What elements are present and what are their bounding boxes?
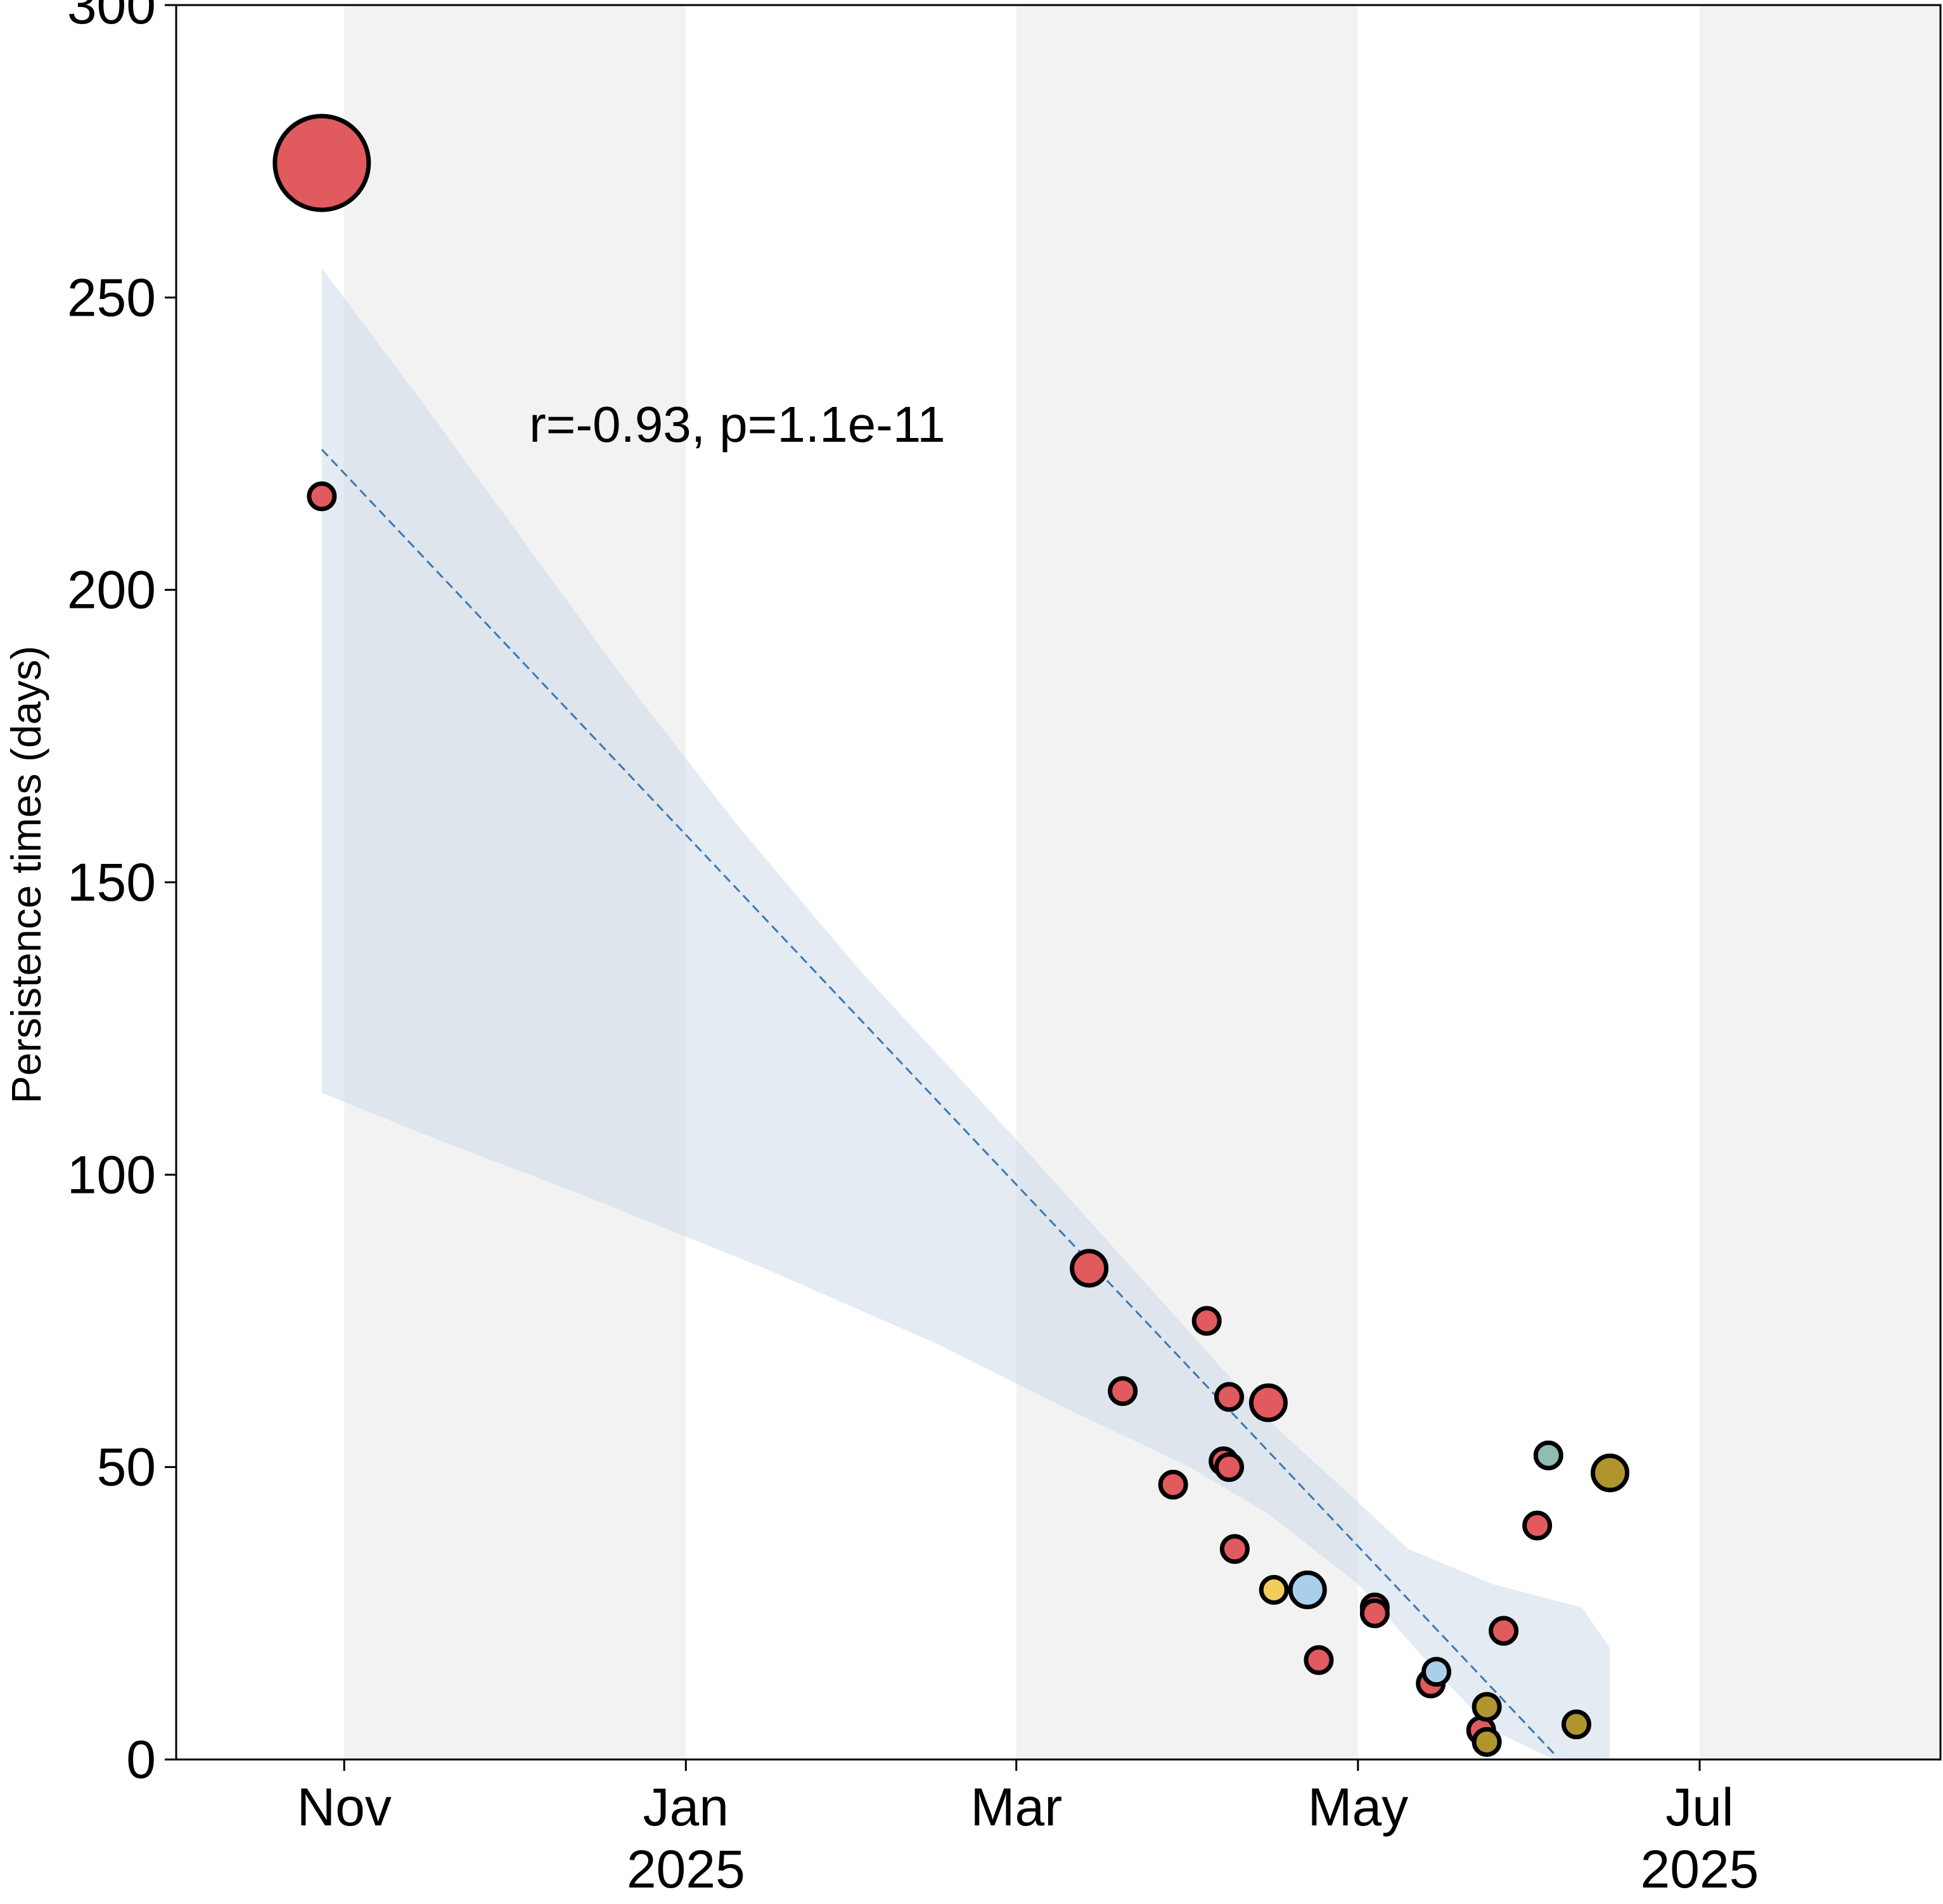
- data-point: [1561, 1709, 1592, 1740]
- annotation-text: r=-0.93, p=1.1e-11: [529, 396, 946, 453]
- x-tick-label: Mar: [970, 1777, 1062, 1837]
- data-point: [1214, 1382, 1245, 1412]
- x-tick-label: Jul: [1665, 1777, 1733, 1837]
- data-point: [1421, 1657, 1452, 1687]
- confidence-band-group: [321, 268, 1610, 1760]
- y-tick-label: 50: [97, 1438, 156, 1497]
- data-point: [1472, 1692, 1502, 1722]
- data-point: [1248, 1383, 1288, 1422]
- data-point: [1359, 1598, 1390, 1628]
- data-point: [1214, 1452, 1245, 1483]
- data-point: [1158, 1469, 1188, 1500]
- data-point: [1533, 1440, 1563, 1470]
- confidence-band: [321, 268, 1610, 1760]
- data-point: [307, 481, 337, 511]
- x-tick-year-label: 2025: [627, 1839, 745, 1899]
- x-tick-label: Nov: [297, 1777, 391, 1837]
- data-point: [1489, 1616, 1519, 1646]
- month-band: [1699, 5, 1940, 1759]
- x-tick-year-label: 2025: [1641, 1839, 1759, 1899]
- data-point: [1070, 1249, 1109, 1288]
- y-tick-label: 0: [126, 1730, 156, 1789]
- data-point: [1472, 1727, 1502, 1757]
- y-tick-label: 250: [67, 267, 156, 327]
- fit-line: [321, 449, 1555, 1754]
- data-point: [1304, 1645, 1334, 1675]
- data-point: [1288, 1570, 1327, 1609]
- data-point: [1108, 1376, 1138, 1406]
- month-bands: [344, 5, 1940, 1759]
- y-tick-label: 100: [67, 1145, 156, 1204]
- x-tick-label: May: [1307, 1777, 1408, 1837]
- x-tick-label: Jan: [643, 1777, 729, 1837]
- y-tick-label: 300: [67, 0, 156, 35]
- data-point: [1522, 1510, 1553, 1541]
- data-point: [273, 113, 371, 212]
- data-point: [1191, 1306, 1222, 1336]
- y-tick-label: 200: [67, 560, 156, 620]
- y-axis-label: Persistence times (days): [3, 646, 49, 1104]
- data-point: [1219, 1534, 1250, 1564]
- data-points: [273, 113, 1630, 1757]
- axes: [165, 4, 1942, 1771]
- data-point: [1259, 1574, 1289, 1605]
- data-point: [1591, 1453, 1630, 1493]
- y-tick-label: 150: [67, 852, 156, 912]
- fit-line-group: [321, 449, 1555, 1754]
